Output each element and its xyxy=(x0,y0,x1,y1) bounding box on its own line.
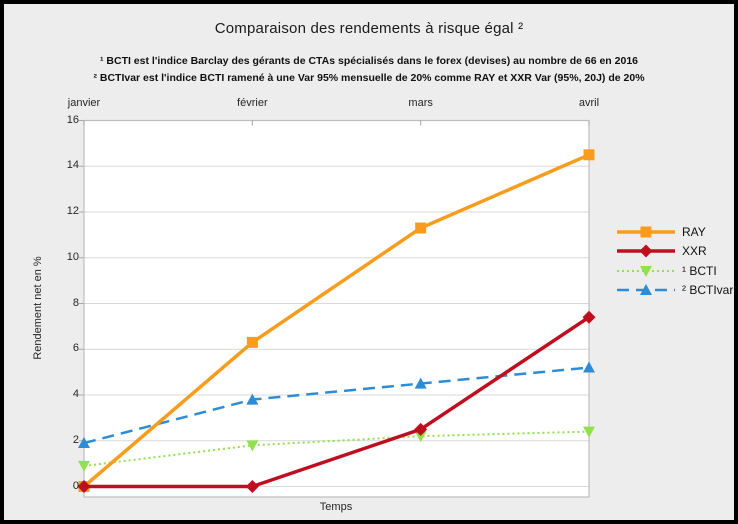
footnotes: ¹ BCTI est l'indice Barclay des gérants … xyxy=(0,53,738,87)
data-point-marker-XXR-avril xyxy=(582,310,596,324)
y-tick-label-10: 10 xyxy=(66,250,79,263)
series-line-XXR xyxy=(84,315,590,489)
data-point-marker-XXR-février xyxy=(245,480,259,493)
data-point-marker-XXR-mars xyxy=(414,422,428,436)
data-point-marker-BCTIvar-février xyxy=(246,393,259,405)
data-point-marker-BCTI-janvier xyxy=(78,460,90,472)
x-tick-label-janvier: janvier xyxy=(67,97,101,109)
y-tick-label-4: 4 xyxy=(72,388,79,400)
series-line-RAY xyxy=(82,153,590,488)
plot-border xyxy=(83,119,590,498)
y-axis-title: Rendement net en % xyxy=(32,256,44,360)
legend-label-3: ² BCTIvar xyxy=(682,283,734,298)
legend-label-1: XXR xyxy=(682,244,707,259)
legend-item-3: ² BCTIvar xyxy=(617,281,733,301)
y-tick-label-14: 14 xyxy=(66,159,79,172)
legend-line-sample xyxy=(617,265,675,277)
legend-line-sample xyxy=(617,284,675,296)
data-point-marker-BCTI-février xyxy=(246,440,259,452)
legend-label-2: ¹ BCTI xyxy=(682,263,717,278)
x-tick-label-avril: avril xyxy=(578,97,600,109)
y-tick-label-6: 6 xyxy=(72,342,79,355)
footnote-2: ² BCTIvar est l'indice BCTI ramené à une… xyxy=(93,72,645,84)
data-point-marker-RAY-mars xyxy=(415,222,427,234)
footnote-1: ¹ BCTI est l'indice Barclay des gérants … xyxy=(99,55,639,67)
data-point-marker-BCTI-avril xyxy=(583,426,595,438)
y-tick-label-16: 16 xyxy=(66,113,79,126)
legend-marker-icon xyxy=(640,284,652,296)
legend-marker-icon xyxy=(640,226,652,238)
data-point-marker-RAY-février xyxy=(246,336,258,348)
legend-item-0: RAY xyxy=(617,222,733,242)
legend-line-sample xyxy=(617,244,675,258)
data-point-marker-BCTIvar-avril xyxy=(583,361,595,373)
x-tick-label-mars: mars xyxy=(408,97,433,109)
legend-marker-icon xyxy=(639,244,653,258)
y-tick-label-0: 0 xyxy=(72,479,79,492)
legend-item-2: ¹ BCTI xyxy=(617,261,733,281)
y-tick-label-12: 12 xyxy=(66,205,79,217)
y-tick-label-2: 2 xyxy=(72,433,79,446)
series-line-BCTIvar xyxy=(83,366,590,445)
y-tick-label-8: 8 xyxy=(72,296,79,309)
legend-item-1: XXR xyxy=(617,242,733,262)
data-point-marker-BCTIvar-janvier xyxy=(78,437,90,449)
data-point-marker-XXR-janvier xyxy=(77,480,91,493)
x-tick-label-février: février xyxy=(237,97,268,109)
legend-label-0: RAY xyxy=(682,224,706,239)
x-axis-title: Temps xyxy=(319,501,353,513)
data-point-marker-BCTI-mars xyxy=(414,431,427,443)
data-point-marker-BCTIvar-mars xyxy=(414,377,427,389)
legend-line-sample xyxy=(617,226,675,238)
data-point-marker-RAY-avril xyxy=(583,149,595,161)
legend: RAY XXR ¹ BCTI ² BCTIvar xyxy=(617,222,733,300)
chart-title: Comparaison des rendements à risque égal… xyxy=(214,20,524,37)
plot-area xyxy=(84,120,589,497)
legend-marker-icon xyxy=(640,265,652,277)
